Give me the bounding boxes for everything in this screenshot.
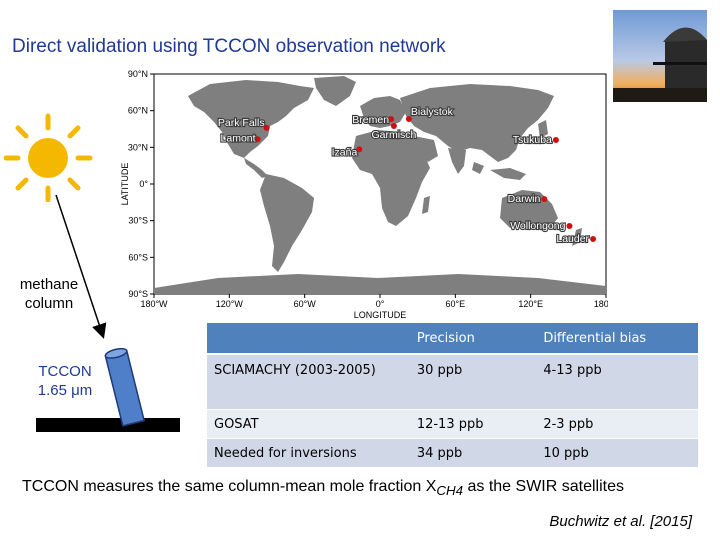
summary-prefix: TCCON measures the same column-mean mole…: [22, 478, 437, 495]
summary-suffix: as the SWIR satellites: [463, 478, 624, 495]
lat-tick-label: 0°: [139, 179, 148, 189]
light-path-arrow: [55, 194, 107, 339]
table-cell: 12-13 ppb: [409, 409, 537, 439]
site-marker: [390, 122, 397, 129]
site-label: Tsukuba: [513, 134, 552, 146]
site-label: Lamont: [221, 132, 256, 144]
summary-text: TCCON measures the same column-mean mole…: [22, 478, 624, 498]
site-marker: [552, 137, 559, 143]
lon-tick-label: 0°: [376, 299, 385, 309]
site-label: Darwin: [508, 193, 541, 205]
site-marker: [356, 146, 363, 153]
map-ylabel: LATITUDE: [120, 163, 130, 206]
site-label: Park Falls: [218, 117, 265, 129]
lon-tick-label: 180°E: [594, 299, 608, 309]
methane-column-label: methane column: [19, 276, 79, 312]
lon-tick-label: 60°W: [294, 299, 317, 309]
site-label: Wollongong: [510, 220, 565, 232]
table-header-cell: Precision: [409, 323, 537, 355]
lat-tick-label: 90°S: [128, 289, 148, 299]
table-cell: 10 ppb: [536, 438, 698, 467]
lat-tick-label: 90°N: [128, 69, 148, 79]
lat-tick-label: 30°S: [128, 216, 148, 226]
table-header-row: Precision Differential bias: [207, 323, 698, 355]
map-xlabel: LONGITUDE: [354, 310, 407, 318]
table-cell: Needed for inversions: [207, 438, 410, 467]
lat-tick-label: 60°S: [128, 252, 148, 262]
observatory-photo: [613, 10, 707, 102]
table-cell: GOSAT: [207, 409, 410, 439]
table-cell: 30 ppb: [409, 353, 537, 410]
lat-tick-label: 60°N: [128, 106, 148, 116]
tccon-instrument-icon: [104, 347, 146, 427]
table-cell: 34 ppb: [409, 438, 537, 467]
table-header-cell: Differential bias: [536, 323, 698, 355]
lon-tick-label: 60°E: [446, 299, 466, 309]
table-cell: 4-13 ppb: [536, 353, 698, 410]
site-marker: [590, 236, 597, 242]
table-header-cell: [207, 323, 410, 355]
site-label: Bialystok: [411, 106, 454, 118]
site-label: Lauder: [556, 233, 589, 245]
lon-tick-label: 180°W: [140, 299, 168, 309]
site-marker: [388, 116, 395, 123]
site-label: Bremen: [352, 114, 389, 126]
table-cell: 2-3 ppb: [536, 409, 698, 439]
site-label: Garmisch: [371, 129, 416, 141]
tccon-site-map: 90°N 60°N 30°N 0° 30°S 60°S 90°S 180°W 120°W 60°W…: [118, 66, 618, 320]
table-row: SCIAMACHY (2003-2005) 30 ppb 4-13 ppb: [207, 353, 698, 410]
table-cell: SCIAMACHY (2003-2005): [207, 353, 410, 410]
site-marker: [263, 124, 270, 131]
summary-x-sub: CH4: [436, 483, 464, 499]
lat-tick-label: 30°N: [128, 142, 148, 152]
table-row: Needed for inversions 34 ppb 10 ppb: [207, 438, 698, 467]
site-marker: [405, 115, 412, 122]
sun-icon: [3, 112, 94, 203]
site-marker: [254, 136, 261, 143]
site-marker: [541, 196, 548, 203]
ground-bar: [36, 418, 180, 432]
bias-table: Precision Differential bias SCIAMACHY (2…: [207, 323, 698, 467]
slide-title: Direct validation using TCCON observatio…: [12, 36, 446, 57]
tccon-wavelength-label: TCCON 1.65 μm: [37, 363, 93, 399]
lon-tick-label: 120°W: [216, 299, 244, 309]
table-row: GOSAT 12-13 ppb 2-3 ppb: [207, 409, 698, 439]
site-marker: [566, 223, 573, 230]
site-label: Izaña: [332, 146, 358, 158]
citation: Buchwitz et al. [2015]: [549, 513, 692, 530]
lon-tick-label: 120°E: [518, 299, 543, 309]
